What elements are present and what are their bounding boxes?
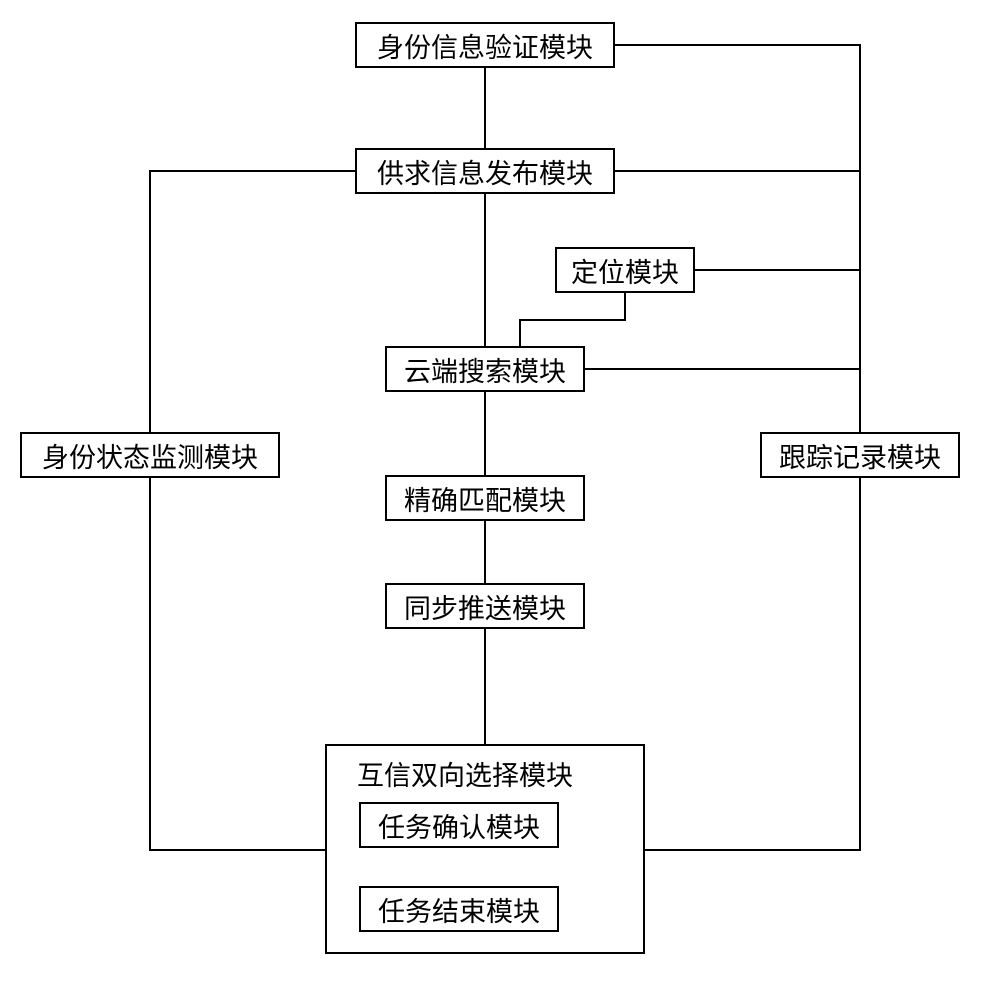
node-label: 身份信息验证模块	[377, 26, 593, 65]
node-label: 精确匹配模块	[404, 479, 566, 518]
node-identity-monitor: 身份状态监测模块	[20, 432, 280, 478]
node-label: 互信双向选择模块	[357, 754, 573, 793]
node-label: 任务确认模块	[378, 806, 540, 845]
node-positioning: 定位模块	[555, 247, 695, 293]
node-tracking-record: 跟踪记录模块	[760, 432, 960, 478]
node-label: 身份状态监测模块	[42, 436, 258, 475]
node-label: 跟踪记录模块	[779, 436, 941, 475]
node-label: 云端搜索模块	[404, 350, 566, 389]
node-mutual-trust: 互信双向选择模块 任务确认模块 任务结束模块	[325, 744, 645, 954]
node-identity-verify: 身份信息验证模块	[355, 22, 615, 68]
node-label: 供求信息发布模块	[377, 152, 593, 191]
node-sync-push: 同步推送模块	[385, 583, 585, 629]
node-precise-match: 精确匹配模块	[385, 475, 585, 521]
flowchart-diagram: 身份信息验证模块 供求信息发布模块 定位模块 云端搜索模块 身份状态监测模块 跟…	[0, 0, 995, 1000]
node-task-confirm: 任务确认模块	[359, 802, 559, 848]
node-task-end: 任务结束模块	[359, 886, 559, 932]
node-label: 定位模块	[571, 251, 679, 290]
node-cloud-search: 云端搜索模块	[385, 346, 585, 392]
node-label: 任务结束模块	[378, 890, 540, 929]
node-label: 同步推送模块	[404, 587, 566, 626]
node-supply-demand: 供求信息发布模块	[355, 148, 615, 194]
